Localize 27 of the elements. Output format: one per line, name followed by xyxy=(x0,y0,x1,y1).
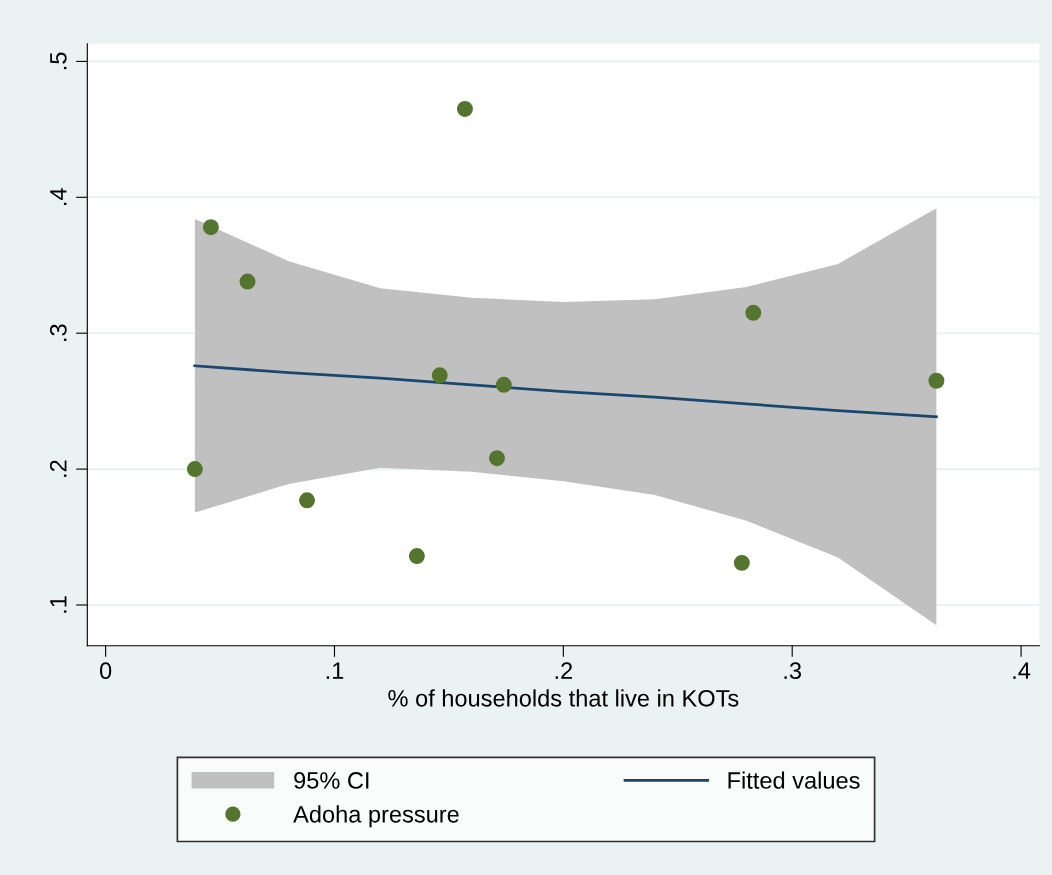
point xyxy=(239,273,256,290)
x-tick-label: .4 xyxy=(1013,662,1031,679)
x-tick-label: .1 xyxy=(326,662,344,679)
y-tick-label: .3 xyxy=(49,324,67,341)
point xyxy=(408,548,425,565)
point xyxy=(202,219,219,236)
point xyxy=(488,450,505,467)
point xyxy=(928,372,945,389)
legend-label: Fitted values xyxy=(728,771,860,789)
point xyxy=(299,492,316,509)
point xyxy=(456,100,473,117)
x-axis-title: % of households that live in KOTs xyxy=(388,689,739,707)
y-tick-label: .1 xyxy=(50,596,67,613)
x-tick-label: .2 xyxy=(555,662,573,679)
point xyxy=(733,554,750,571)
point xyxy=(495,376,512,393)
text: 95% CI xyxy=(294,772,369,789)
y-tick-label: .5 xyxy=(50,52,67,70)
y-tick-label: .2 xyxy=(49,460,67,477)
x-tick-label: 0 xyxy=(99,662,112,680)
y-tick-label: .4 xyxy=(50,188,67,205)
point xyxy=(431,367,448,384)
legend-label: Adoha pressure xyxy=(293,805,459,828)
line-series xyxy=(193,364,938,419)
point xyxy=(186,461,203,478)
point xyxy=(745,304,762,321)
x-tick-label: .3 xyxy=(784,662,802,680)
